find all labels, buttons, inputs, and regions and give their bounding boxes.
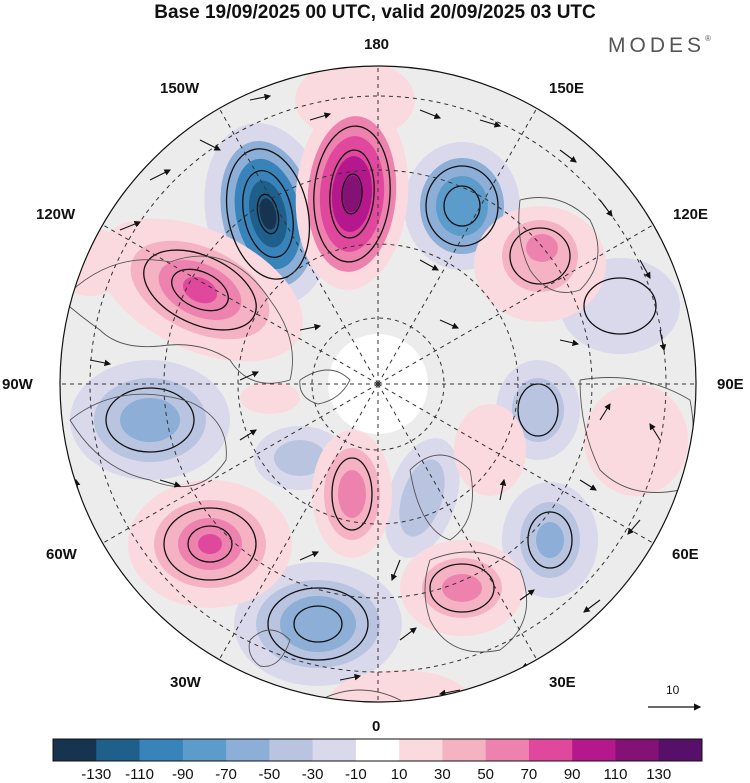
colorbar-tick-label: 70 (520, 766, 538, 783)
lon-label-120w: 120W (36, 206, 76, 223)
colorbar-tick-label: -50 (258, 766, 281, 783)
brand-text: MODES (608, 34, 706, 57)
colorbar-swatch (572, 739, 616, 761)
colorbar-swatch (96, 739, 141, 761)
positive-anomaly-centres (60, 66, 688, 702)
wind-vectors (73, 93, 667, 697)
colorbar-tick-label: -70 (215, 766, 237, 783)
colorbar-swatch (269, 739, 314, 761)
lon-label-90w: 90W (2, 376, 33, 393)
colorbar-swatch (312, 739, 357, 761)
colorbar-tick-label: -90 (171, 766, 194, 783)
colorbar-frame (52, 738, 703, 762)
colorbar-swatch (355, 739, 400, 761)
colorbar-swatch (442, 739, 487, 761)
colorbar-tick-label: 130 (646, 766, 672, 783)
colorbar-tick-label: 30 (434, 766, 451, 783)
colorbar-tick-label: -130 (81, 766, 112, 783)
map-boundary (59, 65, 697, 703)
modes-logo: MODES® (608, 34, 711, 58)
lon-label-30e: 30E (549, 674, 576, 691)
lon-label-0: 0 (372, 718, 381, 735)
chart-title: Base 19/09/2025 00 UTC, valid 20/09/2025… (154, 2, 596, 23)
colorbar-swatch (182, 739, 227, 761)
lon-label-150w: 150W (160, 80, 200, 97)
lon-label-120e: 120E (673, 206, 709, 223)
colorbar-tick-label: -10 (345, 766, 367, 783)
colorbar-swatch (53, 739, 97, 761)
reference-vector-label: 10 (666, 683, 680, 697)
map-field (60, 66, 696, 702)
colorbar-tick-label: -110 (125, 766, 154, 783)
colorbar (52, 738, 703, 762)
registered-mark-icon: ® (705, 34, 711, 43)
lon-label-60w: 60W (46, 546, 77, 563)
colorbar-swatch (399, 739, 443, 761)
lon-label-180: 180 (364, 36, 390, 53)
streamline-contours (105, 125, 657, 661)
lon-label-30w: 30W (170, 674, 201, 691)
colorbar-tick-label: -30 (301, 766, 324, 783)
colorbar-swatch (485, 739, 530, 761)
colorbar-tick-label: 90 (563, 766, 581, 783)
colorbar-swatch (528, 739, 573, 761)
colorbar-swatch (615, 739, 660, 761)
lon-label-90e: 90E (717, 376, 744, 393)
colorbar-tick-label: 10 (390, 766, 408, 783)
colorbar-swatch (658, 739, 703, 761)
colorbar-swatch (226, 739, 270, 761)
colorbar-tick-label: 50 (477, 766, 494, 783)
lon-label-150e: 150E (549, 80, 585, 97)
lon-label-60e: 60E (672, 546, 699, 563)
meridians (60, 66, 696, 702)
colorbar-swatch (139, 739, 184, 761)
colorbar-tick-label: 110 (603, 766, 628, 783)
